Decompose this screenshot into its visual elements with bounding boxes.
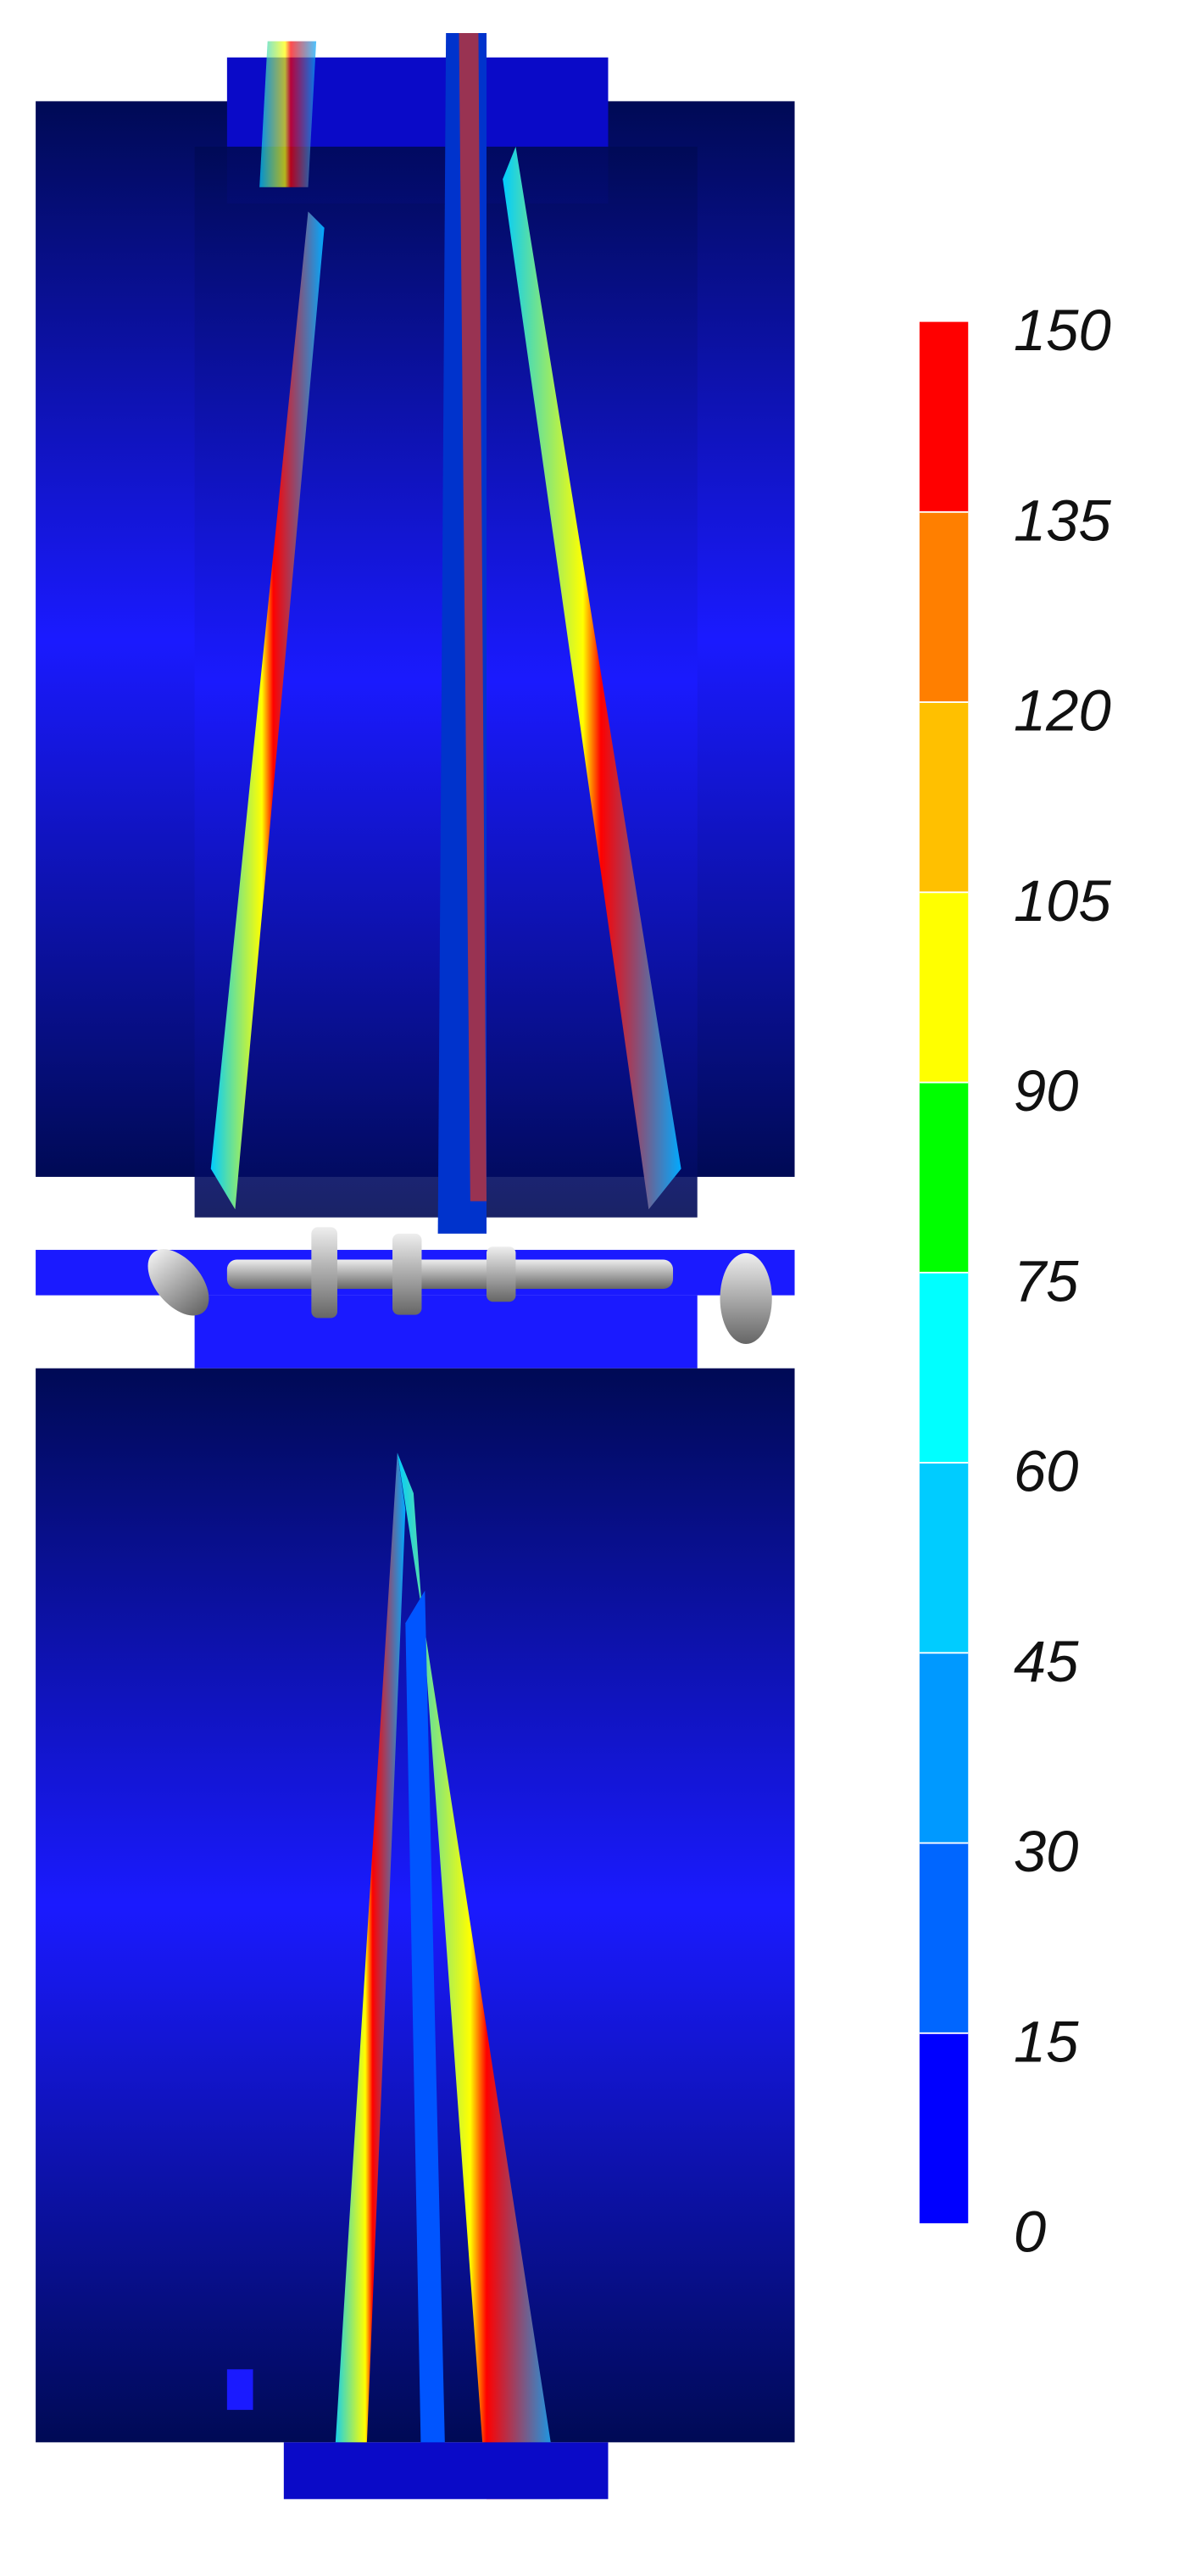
colorbar-tick-label: 30: [1014, 1819, 1079, 1884]
shaft-base: [194, 1295, 698, 1369]
shaft: [226, 1259, 674, 1289]
colorbar-tick-label: 90: [1014, 1058, 1079, 1124]
shaft-collar: [487, 1246, 516, 1302]
colorbar-band: [919, 892, 969, 1083]
colorbar-tick-label: 120: [1014, 678, 1111, 744]
colorbar-tick-label: 75: [1014, 1248, 1079, 1313]
colorbar-band: [919, 2032, 969, 2224]
colorbar-tick-label: 105: [1014, 868, 1112, 934]
blade: [405, 1590, 447, 2491]
colorbar-tick-label: 0: [1014, 2200, 1046, 2265]
colorbar-band: [919, 1843, 969, 2033]
wheel: [720, 1252, 772, 1345]
colorbar-band: [919, 702, 969, 893]
shaft-collar: [311, 1227, 337, 1319]
colorbar-band: [919, 321, 969, 512]
colorbar-band: [919, 1272, 969, 1464]
blade: [459, 33, 487, 1202]
colorbar-band: [919, 1463, 969, 1653]
marker: [226, 2369, 253, 2411]
colorbar-tick-label: 150: [1014, 298, 1111, 363]
colorbar-band: [919, 511, 969, 703]
lower-hub: [283, 2442, 609, 2500]
colorbar: 0 15 30 45 60 75 90 105 120 135 150: [919, 298, 1112, 2265]
colorbar-tick-label: 135: [1014, 488, 1112, 553]
shaft-collar: [392, 1233, 422, 1315]
blade: [259, 41, 317, 187]
simulation-image: [36, 33, 795, 2500]
colorbar-tick-label: 45: [1014, 1629, 1079, 1694]
colorbar-band: [919, 1082, 969, 1273]
wheel: [147, 1249, 209, 1316]
colorbar-tick-label: 15: [1014, 2009, 1079, 2074]
wedge: [332, 1452, 406, 2491]
wedge: [503, 146, 681, 1210]
colorbar-band: [919, 1653, 969, 1843]
colorbar-tick-label: 60: [1014, 1439, 1079, 1504]
wedge: [210, 211, 325, 1210]
